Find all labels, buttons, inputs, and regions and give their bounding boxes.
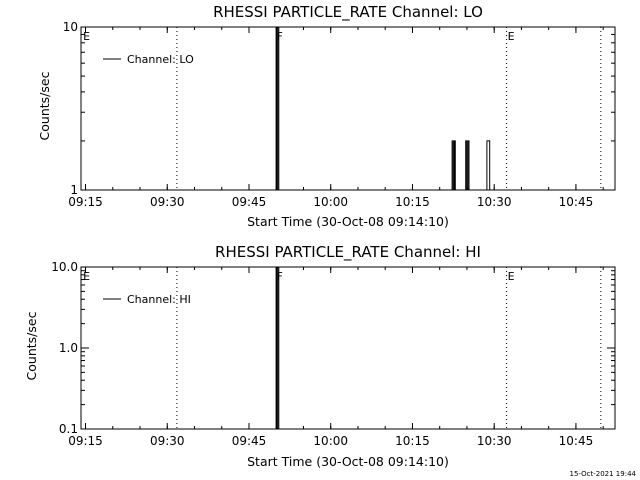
flag-marker-lo: E bbox=[83, 30, 90, 43]
plot-panel-lo: 09:15 09:30 09:45 10:00 10:15 10:30 10:45 1 10 E F… bbox=[63, 20, 616, 209]
flag-marker-lo: F bbox=[277, 30, 283, 43]
x-tick-label-lo: 10:15 bbox=[395, 195, 430, 209]
x-tick-label-lo: 10:45 bbox=[559, 195, 594, 209]
y-axis-label-lo: Counts/sec bbox=[37, 71, 52, 140]
y-axis-label-hi: Counts/sec bbox=[24, 311, 39, 380]
chart-title-lo: RHESSI PARTICLE_RATE Channel: LO bbox=[213, 3, 483, 22]
flag-marker-lo: E bbox=[508, 30, 515, 43]
x-tick-label-hi: 09:45 bbox=[232, 434, 267, 448]
x-tick-label-hi: 10:30 bbox=[477, 434, 512, 448]
y-tick-label-hi: 1.0 bbox=[59, 341, 78, 355]
plot-frame-lo bbox=[80, 26, 616, 191]
y-tick-label-lo: 10 bbox=[63, 20, 78, 34]
x-tick-label-lo: 10:00 bbox=[313, 195, 348, 209]
plot-frame-hi bbox=[80, 266, 616, 430]
y-tick-label-hi: 0.1 bbox=[59, 422, 78, 436]
x-axis-label-hi: Start Time (30-Oct-08 09:14:10) bbox=[247, 454, 449, 469]
x-tick-label-lo: 09:30 bbox=[150, 195, 185, 209]
data-line-lo bbox=[81, 26, 615, 191]
flag-marker-hi: E bbox=[83, 270, 90, 283]
legend-lo: Channel: LO bbox=[103, 53, 194, 66]
x-tick-label-lo: 10:30 bbox=[477, 195, 512, 209]
flag-marker-hi: E bbox=[508, 270, 515, 283]
chart-title-hi: RHESSI PARTICLE_RATE Channel: HI bbox=[215, 243, 481, 262]
x-tick-label-hi: 10:45 bbox=[559, 434, 594, 448]
legend-label-hi: Channel: HI bbox=[127, 293, 191, 306]
y-tick-label-lo: 1 bbox=[70, 183, 78, 197]
x-tick-label-hi: 10:00 bbox=[313, 434, 348, 448]
x-tick-label-lo: 09:15 bbox=[68, 195, 103, 209]
legend-hi: Channel: HI bbox=[103, 293, 191, 306]
x-tick-label-lo: 09:45 bbox=[232, 195, 267, 209]
x-tick-label-hi: 09:30 bbox=[150, 434, 185, 448]
x-tick-label-hi: 10:15 bbox=[395, 434, 430, 448]
flag-marker-hi: F bbox=[277, 270, 283, 283]
x-axis-label-lo: Start Time (30-Oct-08 09:14:10) bbox=[247, 214, 449, 229]
x-tick-label-hi: 09:15 bbox=[68, 434, 103, 448]
plot-panel-hi: 09:15 09:30 09:45 10:00 10:15 10:30 10:45 0.1 1.… bbox=[51, 260, 616, 448]
y-tick-label-hi: 10.0 bbox=[51, 260, 78, 274]
data-line-hi bbox=[81, 266, 615, 430]
generated-timestamp: 15-Oct-2021 19:44 bbox=[570, 470, 637, 478]
legend-label-lo: Channel: LO bbox=[127, 53, 194, 66]
